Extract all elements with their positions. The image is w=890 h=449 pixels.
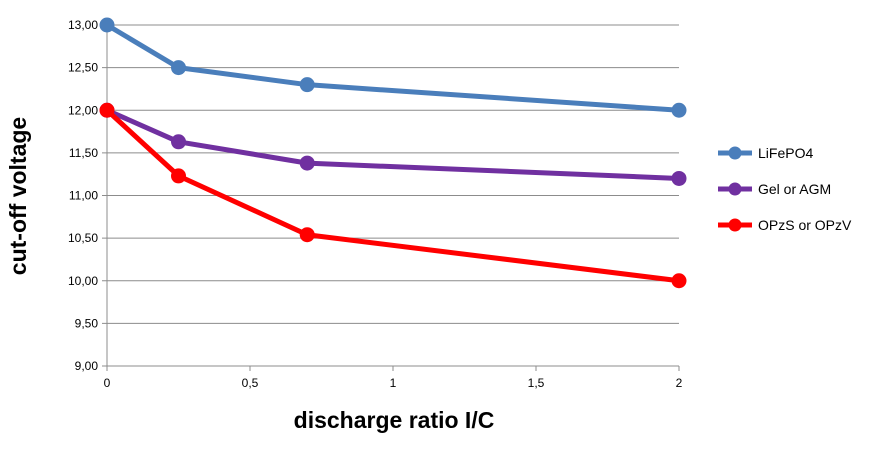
series-gel-or-agm [99,102,687,186]
legend-item: LiFePO4 [718,145,813,161]
data-point [99,102,115,118]
data-point [671,170,687,186]
data-point [671,102,687,118]
y-tick-label: 10,50 [68,231,98,245]
legend: LiFePO4 Gel or AGM OPzS or OPzV [718,145,852,233]
x-tick-label: 0 [104,376,111,390]
legend-marker [728,182,742,196]
series-line [105,22,680,113]
legend-marker [728,218,742,232]
data-point [299,155,315,171]
x-tick-label: 1 [390,376,397,390]
x-tick-label: 2 [676,376,683,390]
series-opzs-or-opzv [99,102,687,289]
data-point [99,17,115,33]
data-point [171,60,186,76]
x-tick-label: 0,5 [242,376,259,390]
legend-item: OPzS or OPzV [718,217,852,233]
y-tick-label: 12,00 [68,103,98,117]
data-point [299,77,315,93]
legend-item: Gel or AGM [718,181,831,197]
legend-label: LiFePO4 [758,145,813,161]
series-line [105,108,680,284]
series-line [105,107,680,181]
legend-label: Gel or AGM [758,181,831,197]
y-tick-label: 10,00 [68,274,98,288]
data-point [671,273,687,289]
series-lines [99,17,687,289]
x-tick-label: 1,5 [528,376,545,390]
y-tick-label: 9,00 [75,359,99,373]
y-tick-label: 11,00 [69,189,98,203]
y-tick-label: 11,50 [69,146,98,160]
y-tick-label: 13,00 [68,18,98,32]
x-tick-labels: 0 0,5 1 1,5 2 [104,376,683,390]
y-tick-labels: 9,00 9,50 10,00 10,50 11,00 11,50 12,00 12,50 13… [68,18,98,373]
legend-marker [728,146,742,160]
y-tick-label: 9,50 [75,316,99,330]
series-lifepo4 [99,17,687,118]
data-point [299,227,315,243]
legend-label: OPzS or OPzV [758,217,852,233]
y-axis-title: cut-off voltage [5,117,31,275]
y-tick-label: 12,50 [68,61,98,75]
axes [102,24,680,371]
data-point [171,168,186,184]
x-axis-title: discharge ratio I/C [294,407,495,433]
data-point [171,134,186,150]
gridlines [107,24,679,324]
